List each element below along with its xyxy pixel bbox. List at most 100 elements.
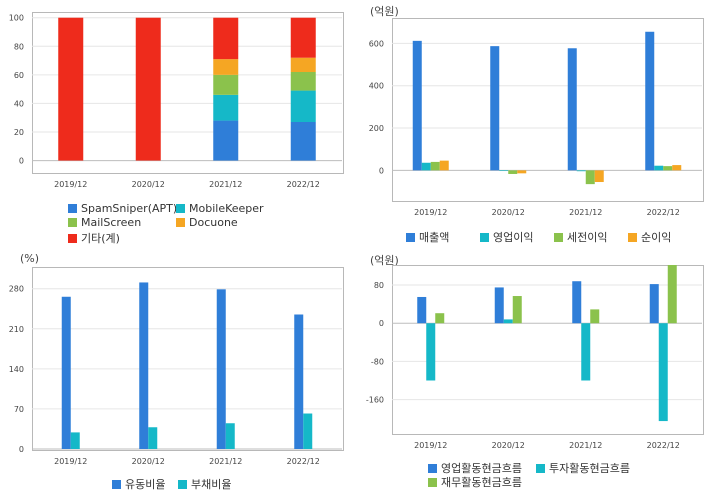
legend-label: MailScreen — [81, 216, 142, 229]
bar-0-0 — [412, 40, 422, 171]
y-tick-label: 80 — [374, 281, 384, 290]
bar-2-3 — [663, 166, 673, 171]
bar-2-0 — [435, 313, 445, 324]
bar-0-1 — [490, 46, 500, 171]
bar-1-2 — [225, 423, 235, 449]
legend-label: 투자활동현금흐름 — [549, 462, 630, 475]
bar-2-1 — [508, 170, 518, 174]
legend-item: Docuone — [176, 216, 238, 229]
y-tick-label: 140 — [9, 365, 24, 374]
cashflow-chart: -160 -80 0 80 2019/12 2020/12 2021/12 2022/12 — [366, 265, 702, 450]
legend-label: 재무활동현금흐름 — [441, 476, 522, 489]
x-tick-label: 2019/12 — [54, 180, 87, 189]
bar-0-0 — [417, 296, 427, 324]
income-chart-panel: (억원) 0 200 400 600 2019/12 2020/12 2021/12 2022… — [360, 0, 720, 248]
x-tick-label: 2020/12 — [132, 180, 165, 189]
x-tick-label: 2019/12 — [414, 208, 447, 217]
bar-4-1 — [135, 17, 161, 161]
bar-1-3 — [290, 90, 316, 122]
ratio-chart: 0 70 140 210 280 2019/12 2020/12 2021/12 2022/12 — [9, 282, 342, 466]
legend-swatch — [68, 204, 77, 213]
legend-label: SpamSniper(APT) — [81, 202, 178, 215]
y-tick-label: 60 — [14, 71, 24, 80]
bar-1-0 — [421, 162, 431, 171]
bar-0-3 — [645, 31, 655, 171]
x-tick-label: 2022/12 — [287, 180, 320, 189]
bar-3-2 — [213, 59, 239, 75]
legend-label: MobileKeeper — [189, 202, 264, 215]
legend-item: 순이익 — [628, 229, 671, 245]
legend-swatch — [68, 218, 77, 227]
legend-label: 영업활동현금흐름 — [441, 462, 522, 475]
y-tick-label: 200 — [369, 124, 384, 133]
legend-swatch — [178, 479, 187, 489]
y-tick-label: 210 — [9, 325, 24, 334]
bar-0-2 — [572, 281, 582, 324]
y-tick-label: 0 — [379, 319, 384, 328]
legend: 매출액 영업이익 세전이익 순이익 — [406, 229, 716, 247]
bar-1-2 — [581, 323, 591, 381]
bar-1-1 — [499, 170, 509, 172]
x-tick-label: 2021/12 — [569, 441, 602, 450]
bar-0-3 — [294, 314, 304, 449]
bar-2-2 — [213, 74, 239, 95]
bar-2-2 — [590, 309, 600, 324]
bar-2-3 — [667, 265, 677, 324]
income-chart: 0 200 400 600 2019/12 2020/12 2021/12 2022/12 — [369, 31, 702, 217]
x-tick-label: 2022/12 — [647, 441, 680, 450]
y-tick-label: 100 — [9, 14, 24, 23]
legend-label: 세전이익 — [567, 231, 608, 244]
y-tick-label: 0 — [19, 157, 24, 166]
product-mix-chart-panel: 0 20 40 60 80 100 2019/12 2020/12 2021/12 2022/12… — [0, 0, 360, 248]
unit-label: (%) — [20, 252, 40, 265]
bar-2-2 — [585, 170, 595, 185]
y-tick-label: 0 — [379, 166, 384, 175]
bar-0-0 — [61, 296, 71, 449]
bar-0-3 — [649, 284, 659, 324]
legend-swatch — [406, 232, 415, 242]
bar-1-2 — [213, 94, 239, 121]
legend-swatch — [176, 218, 185, 227]
legend-item: 영업활동현금흐름 — [428, 460, 522, 476]
legend-swatch — [68, 233, 77, 243]
legend-item: MailScreen — [68, 216, 141, 229]
legend-label: 순이익 — [641, 231, 672, 244]
legend-item: 투자활동현금흐름 — [536, 460, 630, 476]
bar-3-1 — [517, 170, 527, 174]
bar-3-2 — [594, 170, 604, 183]
legend-swatch — [112, 479, 121, 489]
bar-0-2 — [567, 48, 577, 171]
cashflow-chart-panel: (억원) -160 -80 0 80 2019/12 2020/12 2021/12 2022… — [360, 248, 720, 496]
bar-4-3 — [290, 17, 316, 58]
bar-1-2 — [576, 170, 586, 172]
legend-swatch — [480, 232, 489, 242]
bar-2-1 — [512, 296, 522, 324]
legend-label: 유동비율 — [125, 478, 166, 491]
y-tick-label: 600 — [369, 39, 384, 48]
legend-item: 기타(계) — [68, 230, 120, 246]
legend-item: 부채비율 — [178, 476, 231, 492]
bar-0-3 — [290, 122, 316, 161]
legend-swatch — [176, 204, 185, 213]
legend: SpamSniper(APT) MobileKeeper MailScreen Doc… — [68, 202, 358, 246]
legend-label: 영업이익 — [493, 231, 534, 244]
bar-4-2 — [213, 17, 239, 60]
unit-label: (억원) — [370, 5, 399, 18]
bar-1-3 — [303, 413, 313, 449]
bar-3-3 — [672, 165, 682, 171]
x-tick-label: 2020/12 — [492, 208, 525, 217]
legend-item: 매출액 — [406, 229, 449, 245]
y-tick-label: -160 — [366, 396, 384, 405]
x-tick-label: 2021/12 — [209, 457, 242, 466]
legend-item: MobileKeeper — [176, 202, 264, 215]
unit-label: (억원) — [370, 254, 399, 267]
legend-swatch — [554, 232, 563, 242]
bar-1-0 — [70, 432, 80, 449]
legend-label: 기타(계) — [81, 232, 120, 245]
x-tick-label: 2020/12 — [132, 457, 165, 466]
y-tick-label: 80 — [14, 42, 24, 51]
legend-swatch — [536, 463, 545, 473]
y-tick-label: 40 — [14, 99, 24, 108]
bar-1-3 — [658, 323, 668, 422]
